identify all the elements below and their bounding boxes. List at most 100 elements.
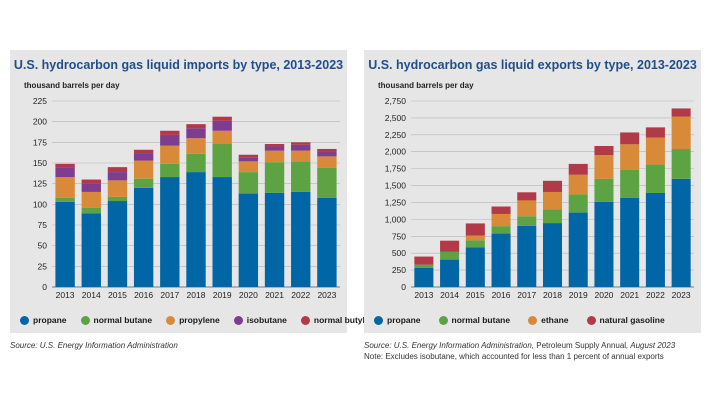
bar-natural-gasoline-2017 — [517, 192, 537, 201]
bar-propylene-2023 — [317, 156, 337, 168]
bar-normal-butane-2017 — [160, 163, 180, 178]
x-tick-label: 2015 — [108, 290, 127, 300]
bar-ethane-2019 — [568, 174, 588, 195]
y-tick-label: 1,250 — [385, 197, 407, 207]
bar-propane-2014 — [81, 213, 101, 287]
legend-item-natural-gasoline: natural gasoline — [586, 315, 665, 325]
x-tick-label: 2016 — [492, 290, 511, 300]
bar-propane-2015 — [465, 247, 485, 287]
bar-ethane-2015 — [465, 235, 485, 241]
bar-normal-butylene-2016 — [133, 149, 154, 154]
bar-propane-2020 — [238, 193, 259, 287]
y-tick-label: 150 — [33, 158, 47, 168]
y-tick-label: 1,500 — [385, 181, 407, 191]
bar-normal-butylene-2013 — [55, 163, 75, 168]
bar-isobutane-2014 — [81, 183, 101, 192]
legend-swatch — [528, 315, 538, 325]
x-tick-label: 2015 — [466, 290, 485, 300]
x-tick-label: 2020 — [594, 290, 613, 300]
exports-chart-panel: U.S. hydrocarbon gas liquid exports by t… — [364, 50, 701, 333]
y-tick-label: 225 — [33, 96, 47, 106]
legend-swatch — [80, 315, 90, 325]
legend-item-propane: propane — [374, 315, 421, 325]
bar-normal-butane-2022 — [645, 164, 665, 193]
bar-normal-butylene-2018 — [186, 124, 206, 129]
bar-propylene-2018 — [186, 138, 206, 154]
exports-chart-plot: 0 250 500 750 1,000 1,250 1,500 1,750 2,000 2,250… — [385, 96, 694, 300]
bar-normal-butylene-2021 — [264, 143, 285, 147]
bar-propane-2013 — [414, 267, 434, 287]
bar-normal-butylene-2014 — [81, 179, 101, 184]
y-tick-label: 750 — [392, 231, 406, 241]
bar-propylene-2013 — [55, 177, 75, 198]
y-tick-label: 500 — [392, 248, 406, 258]
bar-normal-butylene-2023 — [317, 148, 337, 152]
bar-natural-gasoline-2016 — [491, 206, 511, 214]
x-tick-label: 2017 — [517, 290, 536, 300]
bar-isobutane-2022 — [291, 144, 311, 151]
bar-normal-butane-2014 — [81, 207, 101, 214]
y-tick-label: 100 — [33, 199, 47, 209]
bar-normal-butane-2021 — [620, 169, 640, 198]
legend-item-propane: propane — [20, 315, 67, 325]
y-tick-label: 2,750 — [385, 96, 407, 106]
legend-item-propylene: propylene — [166, 315, 220, 325]
bar-normal-butane-2018 — [186, 153, 206, 173]
bar-propane-2016 — [491, 233, 511, 287]
bar-ethane-2021 — [620, 144, 640, 170]
imports-source-note: Source: U.S. Energy Information Administ… — [10, 341, 178, 350]
legend-label: ethane — [541, 315, 569, 325]
bar-natural-gasoline-2019 — [568, 163, 588, 175]
y-tick-label: 2,000 — [385, 147, 407, 157]
legend-item-normal-butylene: normal butylene — [300, 315, 380, 325]
legend-swatch — [438, 315, 448, 325]
bar-natural-gasoline-2018 — [542, 180, 563, 192]
bar-natural-gasoline-2021 — [620, 132, 640, 145]
y-axis-units-label: thousand barrels per day — [378, 81, 474, 90]
bar-propane-2018 — [186, 172, 206, 287]
bar-normal-butylene-2022 — [291, 142, 311, 145]
legend-item-normal-butane: normal butane — [80, 315, 152, 325]
bar-propane-2022 — [291, 191, 311, 287]
bar-natural-gasoline-2014 — [440, 240, 460, 252]
bar-ethane-2018 — [542, 191, 563, 210]
x-tick-label: 2021 — [265, 290, 284, 300]
x-tick-label: 2016 — [134, 290, 153, 300]
y-tick-label: 0 — [401, 282, 406, 292]
legend-label: propane — [387, 315, 421, 325]
exports-source-note: Source: U.S. Energy Information Administ… — [364, 341, 675, 350]
x-tick-label: 2013 — [56, 290, 75, 300]
bar-propane-2018 — [542, 223, 563, 287]
bar-normal-butane-2016 — [491, 226, 511, 234]
chart-title: U.S. hydrocarbon gas liquid exports by t… — [368, 58, 697, 72]
bar-propane-2014 — [440, 259, 460, 287]
bar-isobutane-2020 — [238, 157, 259, 162]
bar-ethane-2016 — [491, 213, 511, 227]
legend-label: propylene — [179, 315, 220, 325]
x-tick-label: 2022 — [291, 290, 310, 300]
bar-natural-gasoline-2013 — [414, 256, 434, 265]
x-tick-label: 2014 — [82, 290, 101, 300]
source-suffix: , August 2023 — [626, 341, 676, 350]
bar-propane-2017 — [160, 177, 180, 287]
bar-isobutane-2015 — [107, 172, 128, 181]
exports-exclusion-note: Note: Excludes isobutane, which accounte… — [364, 352, 664, 361]
bar-propane-2022 — [645, 192, 665, 287]
legend-swatch — [166, 315, 176, 325]
bar-ethane-2017 — [517, 200, 537, 217]
bar-ethane-2020 — [594, 155, 614, 179]
x-tick-label: 2017 — [160, 290, 179, 300]
y-tick-label: 2,500 — [385, 113, 407, 123]
legend-label: normal butane — [451, 315, 511, 325]
y-tick-label: 125 — [33, 179, 47, 189]
bar-propane-2015 — [107, 201, 128, 287]
x-tick-label: 2014 — [440, 290, 459, 300]
legend-label: isobutane — [246, 315, 287, 325]
bar-propane-2013 — [55, 201, 75, 287]
bar-isobutane-2013 — [55, 167, 75, 178]
bar-normal-butane-2015 — [465, 240, 485, 248]
bar-propylene-2014 — [81, 191, 101, 208]
chart-title: U.S. hydrocarbon gas liquid imports by t… — [13, 58, 344, 72]
bar-propane-2020 — [594, 201, 614, 287]
y-tick-label: 250 — [392, 265, 406, 275]
